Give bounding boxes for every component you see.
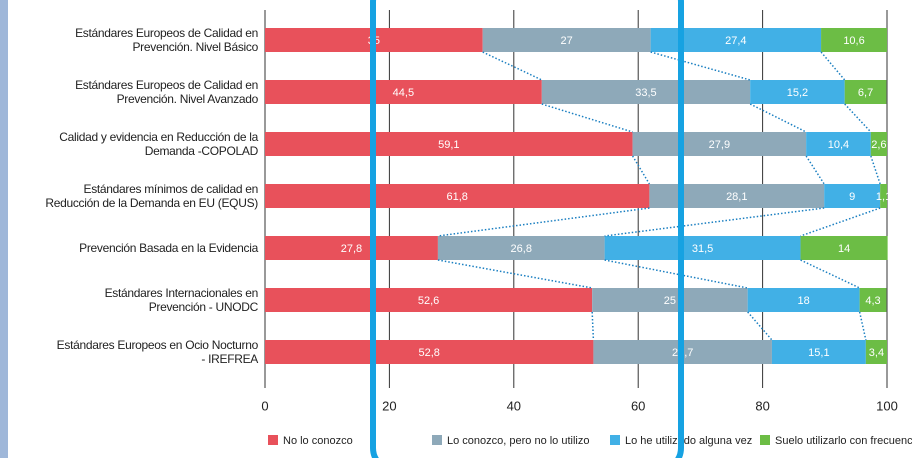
bar-segment [592, 288, 748, 312]
bar-segment [824, 184, 881, 208]
data-label: 28,1 [726, 191, 747, 203]
category-label: Estándares Europeos de Calidad en Preven… [75, 78, 258, 106]
data-label: 4,3 [865, 295, 880, 307]
bar-segment [865, 340, 887, 364]
connector [541, 103, 633, 133]
connector [631, 155, 651, 185]
highlight-frame [370, 0, 684, 458]
bar-segment [541, 80, 751, 104]
legend-swatch [432, 435, 442, 445]
connector [747, 311, 773, 341]
category-label: Estándares Europeos de Calidad en Preven… [75, 26, 258, 54]
data-label: 27,9 [709, 139, 730, 151]
bar-segment [844, 80, 887, 104]
data-label: 27 [561, 35, 573, 47]
bar-segment [632, 132, 807, 156]
bar-segment [750, 80, 845, 104]
connector [437, 207, 650, 237]
data-label: 27,8 [341, 243, 362, 255]
category-label: Prevención Basada en la Evidencia [79, 241, 258, 255]
x-tick-label: 60 [631, 398, 645, 413]
connector [844, 103, 872, 133]
x-tick-label: 80 [755, 398, 769, 413]
data-label: 18 [798, 295, 810, 307]
bar-segment [265, 132, 633, 156]
bar-segment [265, 184, 650, 208]
bar-segment [800, 236, 888, 260]
x-tick-label: 20 [382, 398, 396, 413]
x-tick-label: 100 [876, 398, 898, 413]
legend-label: Lo conozco, pero no lo utilizo [447, 435, 589, 447]
category-label: Estándares Europeos en Ocio Nocturno - I… [56, 338, 259, 366]
connector [820, 51, 846, 81]
data-label: 27,4 [725, 35, 746, 47]
legend-label: Suelo utilizarlo con frecuencia [775, 435, 912, 447]
legend-label: No lo conozco [283, 435, 353, 447]
data-label: 59,1 [438, 139, 459, 151]
legend-swatch [610, 435, 620, 445]
bar-segment [265, 80, 542, 104]
data-label: 15,1 [808, 347, 829, 359]
bar-segment [604, 236, 801, 260]
data-label: 52,8 [418, 347, 439, 359]
bar-segment [880, 184, 887, 208]
bar-segment [747, 288, 860, 312]
bar-segment [771, 340, 866, 364]
bar-segment [482, 28, 651, 52]
data-label: 1,1 [876, 191, 891, 203]
connector [858, 311, 867, 341]
connector [604, 207, 825, 237]
connector [870, 155, 881, 185]
bar-segment [265, 340, 594, 364]
connector [800, 259, 860, 289]
bar-segment [265, 236, 438, 260]
data-label: 52,6 [418, 295, 439, 307]
connector [437, 259, 593, 289]
data-label: 33,5 [635, 87, 656, 99]
bar-segment [821, 28, 887, 52]
data-label: 2,6 [871, 139, 886, 151]
side-strip [0, 0, 8, 458]
connector [749, 103, 807, 133]
bar-segment [265, 288, 593, 312]
bar-segment [859, 288, 887, 312]
data-label: 26,8 [511, 243, 532, 255]
x-tick-label: 40 [507, 398, 521, 413]
connector [482, 51, 543, 81]
x-tick-label: 0 [261, 398, 268, 413]
data-label: 14 [838, 243, 850, 255]
bar-segment [870, 132, 887, 156]
data-label: 61,8 [446, 191, 467, 203]
data-label: 10,6 [843, 35, 864, 47]
legend-swatch [268, 435, 278, 445]
connector [604, 259, 748, 289]
legend-label: Lo he utilizado alguna vez [625, 435, 752, 447]
data-label: 25 [664, 295, 676, 307]
data-label: 31,5 [692, 243, 713, 255]
data-label: 6,7 [858, 87, 873, 99]
data-label: 3,4 [869, 347, 884, 359]
legend-swatch [760, 435, 770, 445]
connector [805, 155, 825, 185]
connector [650, 51, 751, 81]
category-label: Estándares mínimos de calidad en Reducci… [45, 182, 258, 210]
data-label: 15,2 [787, 87, 808, 99]
data-label: 9 [849, 191, 855, 203]
bar-segment [806, 132, 871, 156]
data-label: 10,4 [828, 139, 849, 151]
connector [800, 207, 881, 237]
category-label: Calidad y evidencia en Reducción de la D… [59, 130, 258, 158]
connector [591, 311, 595, 341]
data-label: 44,5 [393, 87, 414, 99]
bar-segment [437, 236, 605, 260]
category-label: Estándares Internacionales en Prevención… [104, 286, 259, 314]
